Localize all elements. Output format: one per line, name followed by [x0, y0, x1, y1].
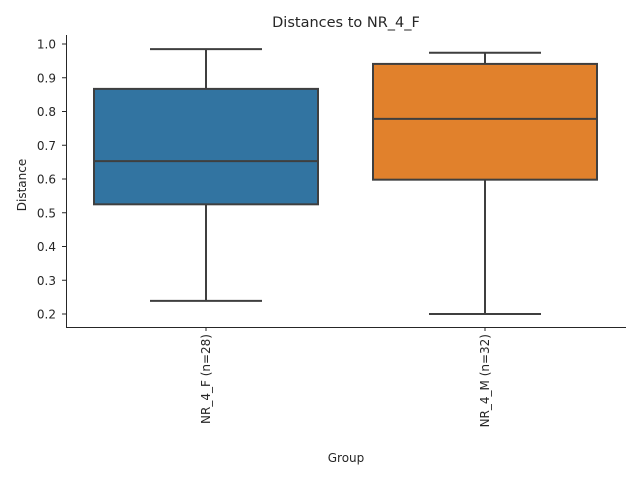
y-tick-label: 0.9 — [37, 71, 56, 85]
y-tick-label: 0.8 — [37, 105, 56, 119]
x-tick-label: NR_4_F (n=28) — [199, 334, 213, 424]
y-tick-label: 0.7 — [37, 139, 56, 153]
y-tick-label: 0.6 — [37, 173, 56, 187]
chart-title: Distances to NR_4_F — [272, 15, 420, 31]
plot-area — [93, 48, 598, 315]
y-axis-label: Distance — [15, 159, 29, 211]
x-tick-label: NR_4_M (n=32) — [478, 334, 492, 427]
box-2 — [372, 62, 598, 181]
y-tick-label: 0.4 — [37, 240, 56, 254]
y-tick-label: 1.0 — [37, 38, 56, 52]
x-axis-label: Group — [328, 451, 365, 465]
y-tick-label: 0.5 — [37, 206, 56, 220]
y-tick-label: 0.2 — [37, 308, 56, 322]
box-1 — [93, 87, 319, 206]
y-tick-label: 0.3 — [37, 274, 56, 288]
